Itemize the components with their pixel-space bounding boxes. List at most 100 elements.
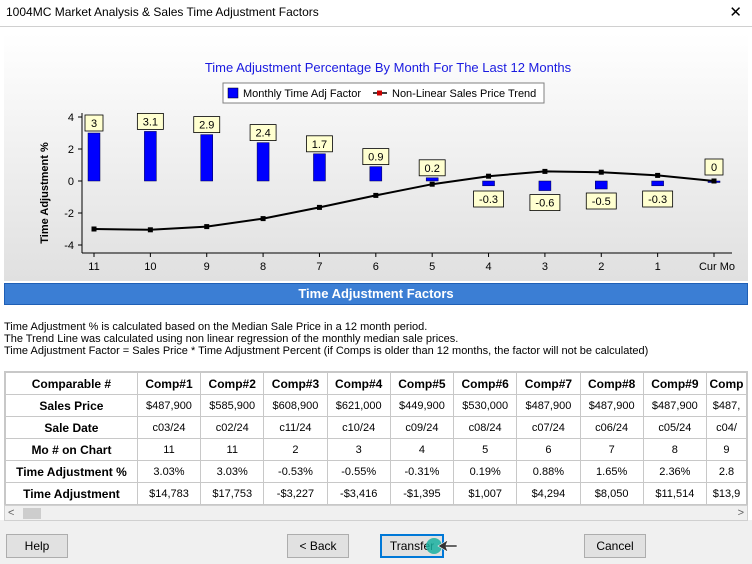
bar (425, 177, 439, 182)
table-cell[interactable]: $487,900 (516, 394, 581, 417)
data-label: -0.3 (648, 194, 667, 206)
x-tick-label: 4 (485, 261, 491, 273)
table-cell[interactable]: $621,000 (326, 394, 391, 417)
x-tick-label: 10 (144, 261, 156, 273)
table-cell[interactable]: 3 (326, 438, 391, 461)
table-cell[interactable]: 3.03% (200, 460, 265, 483)
y-tick-label: -2 (64, 208, 74, 220)
table-cell[interactable]: -0.53% (263, 460, 328, 483)
trend-point (373, 192, 379, 198)
data-label-box (306, 135, 333, 153)
column-header-comp: Comp#5 (389, 372, 455, 395)
table-cell[interactable]: 0.88% (516, 460, 581, 483)
table-cell[interactable]: c11/24 (263, 416, 328, 439)
table-cell[interactable]: c08/24 (453, 416, 518, 439)
table-cell[interactable]: $608,900 (263, 394, 328, 417)
x-tick-label: 7 (316, 261, 322, 273)
table-cell[interactable]: 2.8 (705, 460, 747, 483)
scroll-right-icon[interactable]: > (737, 507, 744, 519)
trend-point (147, 227, 153, 233)
table-cell[interactable]: $585,900 (200, 394, 265, 417)
column-header-comp: Comp#2 (200, 372, 265, 395)
scroll-left-icon[interactable]: < (8, 507, 15, 519)
table-cell[interactable]: $487,900 (642, 394, 707, 417)
x-tick-label: 8 (260, 261, 266, 273)
table-cell[interactable]: c04/ (705, 416, 747, 439)
table-cell[interactable]: 8 (642, 438, 707, 461)
table-cell[interactable]: 2.36% (642, 460, 707, 483)
table-row: Sales Price $487,900 $585,900 $608,900 $621,… (5, 394, 747, 417)
title-bar: 1004MC Market Analysis & Sales Time Adju… (0, 0, 752, 26)
chart-svg: Time Adjustment Percentage By Month For … (4, 33, 748, 281)
table-cell[interactable]: c03/24 (136, 416, 202, 439)
table-row: Sale Date c03/24 c02/24 c11/24 c10/24 c09/24 c… (5, 416, 747, 439)
table-cell[interactable]: 4 (389, 438, 455, 461)
table-cell[interactable]: $487, (705, 394, 747, 417)
table-cell[interactable]: $487,900 (136, 394, 202, 417)
table-cell[interactable]: -0.31% (389, 460, 455, 483)
bar (482, 180, 495, 187)
table-cell[interactable]: 1.65% (579, 460, 644, 483)
trend-point (91, 226, 97, 232)
table-cell[interactable]: $17,753 (200, 482, 265, 504)
table-cell[interactable]: 3.03% (136, 460, 202, 483)
table-cell[interactable]: 5 (453, 438, 518, 461)
data-label-box (249, 124, 277, 141)
table-cell[interactable]: $1,007 (453, 482, 518, 504)
x-tick-label: Cur Mo (699, 261, 735, 273)
x-ticks: 11 10 9 8 7 6 5 4 3 2 1 Cur Mo (88, 253, 735, 273)
row-label: Mo # on Chart (5, 438, 138, 461)
table-cell[interactable]: $14,783 (136, 482, 202, 504)
row-label: Sale Date (5, 416, 138, 439)
data-label: -0.5 (592, 196, 611, 208)
table-cell[interactable]: $487,900 (579, 394, 644, 417)
data-label-box (642, 190, 674, 208)
x-tick-label: 1 (655, 261, 661, 273)
table-cell[interactable]: $8,050 (579, 482, 644, 504)
column-header-comp: Comp#9 (642, 372, 707, 395)
table-cell[interactable]: c09/24 (389, 416, 455, 439)
column-header-comp: Comp#7 (516, 372, 581, 395)
description-line: Time Adjustment % is calculated based on… (4, 321, 428, 333)
table-cell[interactable]: 2 (263, 438, 328, 461)
table-cell[interactable]: 11 (136, 438, 202, 461)
table-cell[interactable]: -$3,416 (326, 482, 391, 504)
table-cell[interactable]: 11 (200, 438, 265, 461)
close-icon[interactable]: ✕ (729, 4, 742, 21)
data-label-box (418, 159, 446, 177)
table-cell[interactable]: $11,514 (642, 482, 707, 504)
trend-point (711, 178, 717, 184)
horizontal-scrollbar[interactable]: < > (4, 505, 748, 521)
table-cell[interactable]: $4,294 (516, 482, 581, 504)
comparables-grid[interactable]: Comparable # Comp#1 Comp#2 Comp#3 Comp#4 Comp… (4, 371, 748, 505)
table-cell[interactable]: c02/24 (200, 416, 265, 439)
data-label: -0.6 (535, 198, 554, 210)
data-label: 2.4 (255, 128, 270, 140)
column-header-comp: Comp#6 (453, 372, 518, 395)
table-cell[interactable]: $13,9 (705, 482, 747, 504)
back-button[interactable]: < Back (287, 534, 349, 558)
transfer-button[interactable]: Transfer (380, 534, 444, 558)
trend-line (93, 170, 715, 231)
table-cell[interactable]: 9 (705, 438, 747, 461)
table-cell[interactable]: 6 (516, 438, 581, 461)
table-cell[interactable]: -$3,227 (263, 482, 328, 504)
table-row: Time Adjustment $14,783 $17,753 -$3,227 -$3,… (5, 482, 747, 504)
cancel-button[interactable]: Cancel (584, 534, 646, 558)
table-cell[interactable]: 7 (579, 438, 644, 461)
table-cell[interactable]: -$1,395 (389, 482, 455, 504)
table-cell[interactable]: c05/24 (642, 416, 707, 439)
table-cell[interactable]: c10/24 (326, 416, 391, 439)
bar (538, 180, 552, 191)
scroll-thumb[interactable] (23, 508, 41, 519)
table-cell[interactable]: c07/24 (516, 416, 581, 439)
help-button[interactable]: Help (6, 534, 68, 558)
x-tick-label: 2 (598, 261, 604, 273)
table-cell[interactable]: -0.55% (326, 460, 391, 483)
table-cell[interactable]: 0.19% (453, 460, 518, 483)
column-header-comp: Comp#1 (136, 372, 202, 395)
table-cell[interactable]: $449,900 (389, 394, 455, 417)
legend-bar-swatch (227, 87, 239, 99)
table-cell[interactable]: c06/24 (579, 416, 644, 439)
table-cell[interactable]: $530,000 (453, 394, 518, 417)
